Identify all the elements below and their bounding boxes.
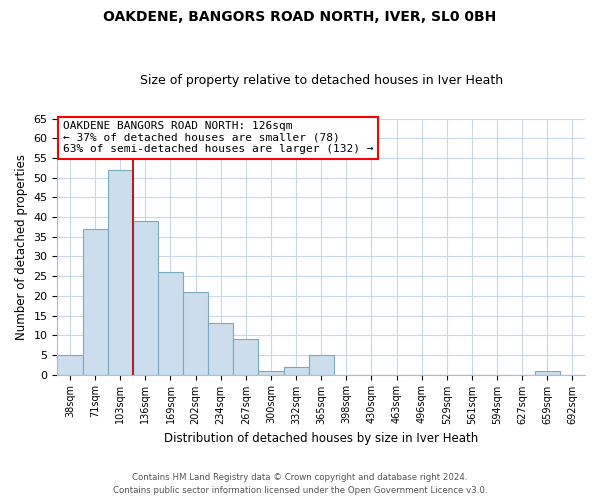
Bar xyxy=(308,355,334,374)
Bar xyxy=(83,229,107,374)
Text: OAKDENE BANGORS ROAD NORTH: 126sqm
← 37% of detached houses are smaller (78)
63%: OAKDENE BANGORS ROAD NORTH: 126sqm ← 37%… xyxy=(62,122,373,154)
Bar xyxy=(233,339,259,374)
Bar xyxy=(183,292,208,374)
X-axis label: Distribution of detached houses by size in Iver Heath: Distribution of detached houses by size … xyxy=(164,432,478,445)
Bar xyxy=(259,370,284,374)
Y-axis label: Number of detached properties: Number of detached properties xyxy=(15,154,28,340)
Bar xyxy=(133,221,158,374)
Bar xyxy=(284,366,308,374)
Bar xyxy=(208,324,233,374)
Text: OAKDENE, BANGORS ROAD NORTH, IVER, SL0 0BH: OAKDENE, BANGORS ROAD NORTH, IVER, SL0 0… xyxy=(103,10,497,24)
Title: Size of property relative to detached houses in Iver Heath: Size of property relative to detached ho… xyxy=(140,74,503,87)
Bar xyxy=(158,272,183,374)
Bar xyxy=(535,370,560,374)
Bar xyxy=(58,355,83,374)
Bar xyxy=(107,170,133,374)
Text: Contains HM Land Registry data © Crown copyright and database right 2024.
Contai: Contains HM Land Registry data © Crown c… xyxy=(113,474,487,495)
